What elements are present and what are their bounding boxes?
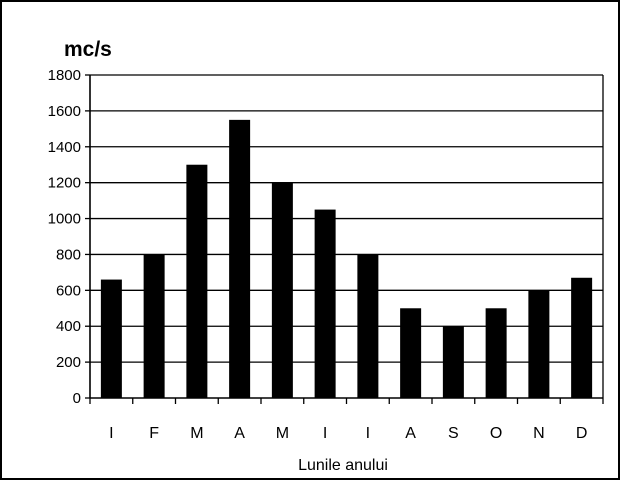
x-tick-label: O xyxy=(490,425,502,442)
bar xyxy=(314,209,336,398)
y-axis-unit-label: mc/s xyxy=(64,38,112,61)
x-tick-label: A xyxy=(234,425,245,442)
y-tick-labels: 0 200 400 600 800 1000 1200 1400 1600 1800 xyxy=(48,67,81,407)
x-axis-label: Lunile anului xyxy=(298,457,388,474)
gridlines xyxy=(90,74,603,363)
bar xyxy=(143,254,165,398)
bars xyxy=(100,119,593,398)
y-tick-label: 0 xyxy=(73,390,81,407)
bar xyxy=(571,277,593,398)
bar xyxy=(229,119,251,398)
axes xyxy=(85,74,604,404)
x-tick-label: D xyxy=(576,425,588,442)
x-tick-label: M xyxy=(276,425,289,442)
x-tick-label: I xyxy=(323,425,327,442)
bar xyxy=(528,290,550,398)
x-tick-label: I xyxy=(109,425,113,442)
y-tick-label: 1000 xyxy=(48,211,81,228)
x-tick-label: S xyxy=(448,425,459,442)
y-tick-label: 1800 xyxy=(48,67,81,84)
y-tick-label: 1200 xyxy=(48,175,81,192)
y-tick-label: 200 xyxy=(56,354,81,371)
y-tick-label: 400 xyxy=(56,318,81,335)
bar xyxy=(485,308,507,398)
y-tick-label: 600 xyxy=(56,282,81,299)
x-tick-label: M xyxy=(190,425,203,442)
bar xyxy=(271,182,293,398)
y-tick-label: 1600 xyxy=(48,103,81,120)
y-tick-label: 800 xyxy=(56,246,81,263)
x-tick-label: A xyxy=(405,425,416,442)
bar xyxy=(186,164,208,398)
bar xyxy=(357,254,379,398)
y-tick-label: 1400 xyxy=(48,139,81,156)
bar xyxy=(442,326,464,398)
bar xyxy=(400,308,422,398)
bar xyxy=(100,279,122,398)
x-tick-label: F xyxy=(149,425,159,442)
x-tick-label: I xyxy=(366,425,370,442)
x-tick-label: N xyxy=(533,425,545,442)
